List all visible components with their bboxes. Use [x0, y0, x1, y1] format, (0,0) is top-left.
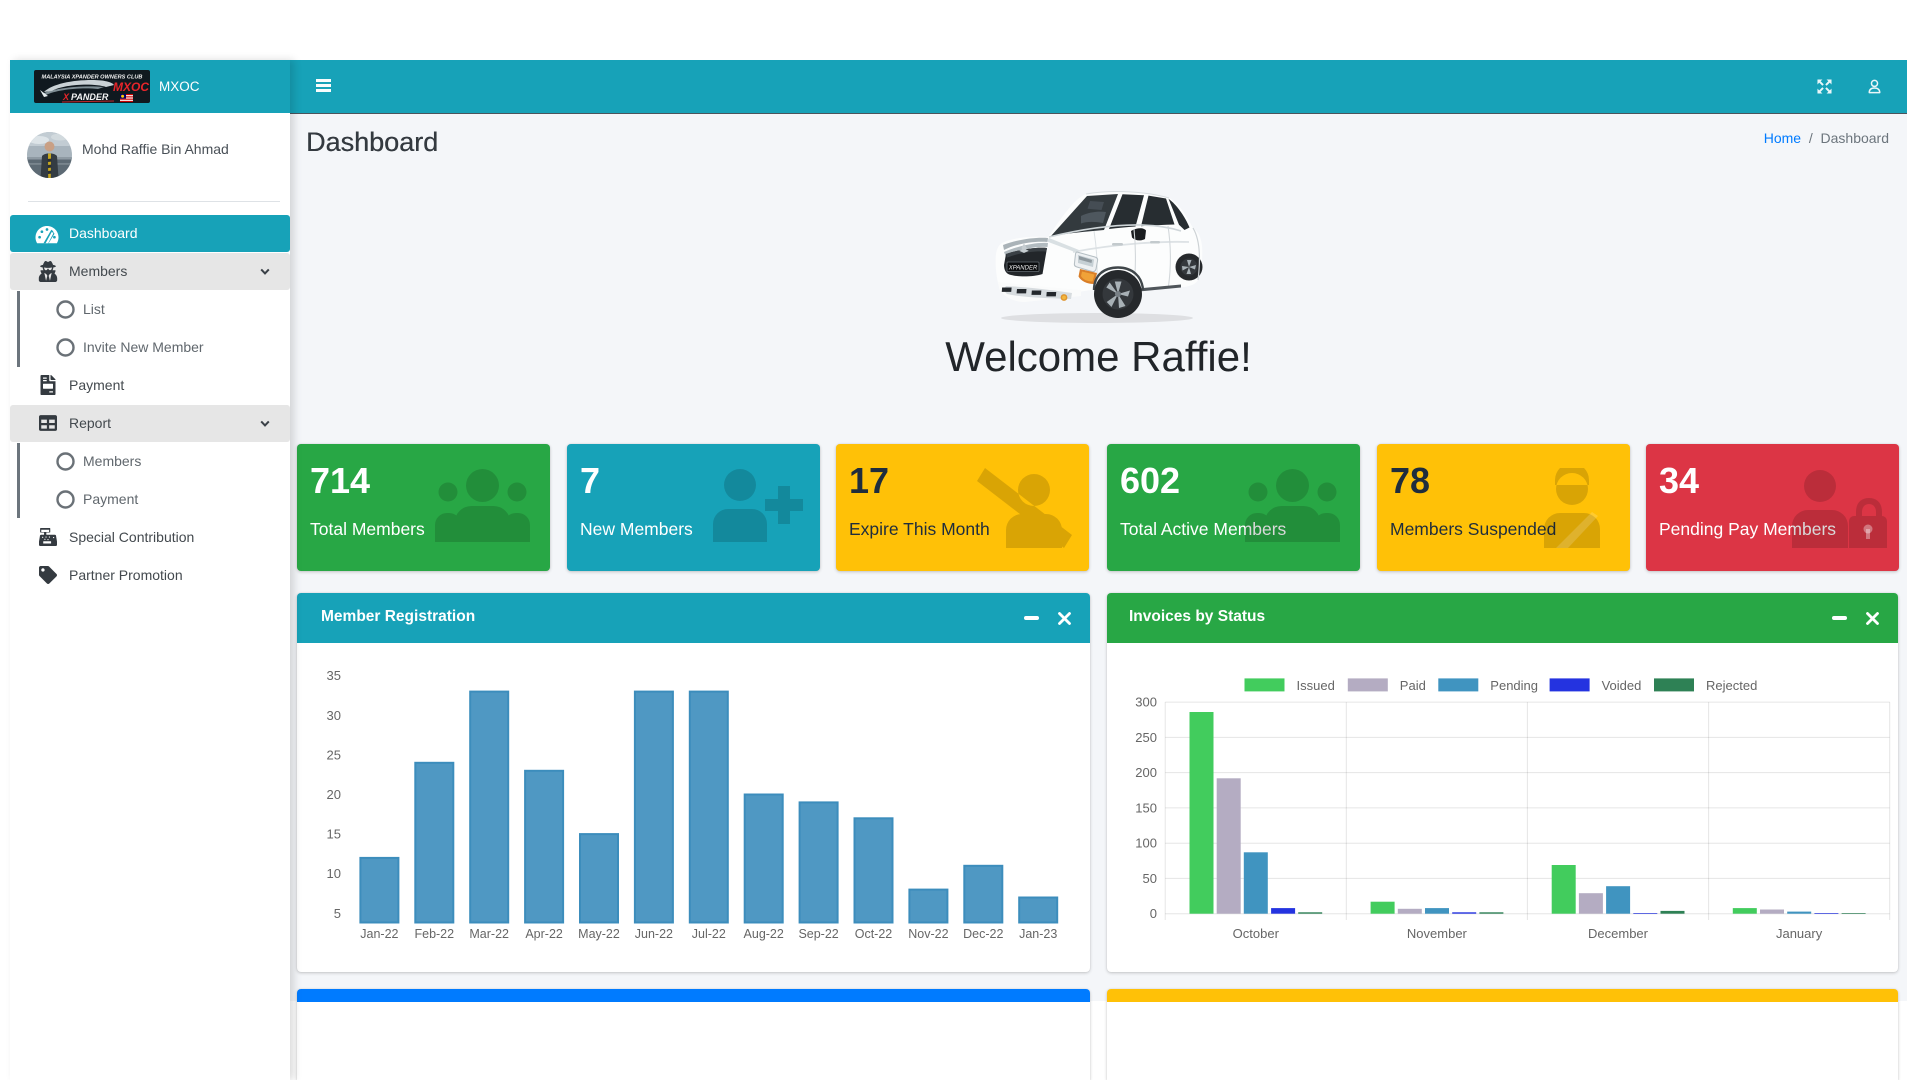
svg-text:25: 25: [327, 747, 341, 762]
svg-text:Jun-22: Jun-22: [635, 927, 673, 941]
svg-text:Jan-23: Jan-23: [1019, 927, 1057, 941]
svg-text:MALAYSIA XPANDER OWNERS CLUB: MALAYSIA XPANDER OWNERS CLUB: [42, 75, 143, 81]
svg-text:30: 30: [327, 708, 341, 723]
svg-text:Aug-22: Aug-22: [744, 927, 784, 941]
svg-text:X: X: [62, 92, 70, 102]
svg-text:January: January: [1776, 926, 1823, 941]
svg-text:Pending: Pending: [1490, 678, 1538, 693]
svg-text:Nov-22: Nov-22: [908, 927, 948, 941]
svg-text:Voided: Voided: [1602, 678, 1642, 693]
svg-text:Sep-22: Sep-22: [798, 927, 838, 941]
svg-text:100: 100: [1135, 836, 1157, 851]
svg-text:15: 15: [327, 827, 341, 842]
svg-text:XPANDER: XPANDER: [1008, 266, 1038, 272]
svg-text:October: October: [1233, 926, 1280, 941]
svg-text:PANDER: PANDER: [71, 92, 109, 102]
svg-text:Rejected: Rejected: [1706, 678, 1757, 693]
svg-text:200: 200: [1135, 765, 1157, 780]
svg-text:Apr-22: Apr-22: [525, 927, 563, 941]
svg-text:Mar-22: Mar-22: [469, 927, 509, 941]
svg-text:Jul-22: Jul-22: [692, 927, 726, 941]
svg-text:0: 0: [1150, 906, 1157, 921]
svg-text:Dec-22: Dec-22: [963, 927, 1003, 941]
svg-text:Jan-22: Jan-22: [360, 927, 398, 941]
svg-text:Oct-22: Oct-22: [855, 927, 893, 941]
svg-text:MXOC: MXOC: [113, 80, 149, 94]
svg-text:10: 10: [327, 866, 341, 881]
svg-text:Feb-22: Feb-22: [414, 927, 454, 941]
svg-text:Issued: Issued: [1297, 678, 1335, 693]
svg-text:Paid: Paid: [1400, 678, 1426, 693]
svg-text:250: 250: [1135, 730, 1157, 745]
svg-text:November: November: [1407, 926, 1468, 941]
svg-text:5: 5: [334, 906, 341, 921]
svg-text:150: 150: [1135, 800, 1157, 815]
svg-text:300: 300: [1135, 695, 1157, 710]
svg-text:35: 35: [327, 668, 341, 683]
svg-text:50: 50: [1143, 871, 1157, 886]
svg-text:December: December: [1588, 926, 1649, 941]
svg-text:May-22: May-22: [578, 927, 620, 941]
svg-text:20: 20: [327, 787, 341, 802]
